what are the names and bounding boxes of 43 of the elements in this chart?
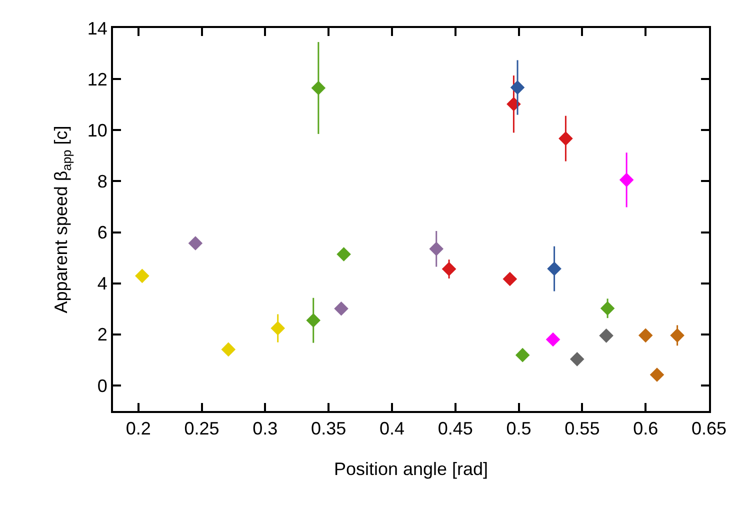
- point: [515, 348, 530, 362]
- point: [188, 236, 203, 250]
- y-tick-label: 8: [97, 172, 108, 192]
- y-tick-label: 4: [97, 274, 108, 294]
- x-tick-label: 0.2: [126, 418, 151, 439]
- x-tick-label: 0.45: [438, 418, 473, 439]
- point: [336, 247, 351, 262]
- y-tick-label: 10: [87, 120, 108, 140]
- y-tick-label: 12: [87, 69, 108, 90]
- x-tick-label: 0.4: [379, 418, 404, 439]
- x-tick-label: 0.65: [691, 418, 727, 439]
- point: [638, 328, 653, 343]
- x-tick-label: 0.5: [506, 418, 532, 439]
- point: [442, 262, 456, 276]
- point: [334, 301, 348, 316]
- y-tick-label: 14: [87, 18, 108, 38]
- x-tick-label: 0.3: [252, 418, 278, 439]
- point: [506, 96, 521, 112]
- y-tick-label: 6: [97, 222, 108, 243]
- point: [510, 80, 525, 95]
- x-tick-label: 0.55: [564, 418, 600, 439]
- x-axis-title: Position angle [rad]: [334, 459, 488, 480]
- point: [599, 328, 614, 343]
- point: [270, 321, 285, 336]
- point: [558, 131, 573, 146]
- point: [670, 328, 684, 343]
- point: [135, 268, 150, 284]
- point: [502, 272, 518, 286]
- point: [600, 301, 615, 316]
- y-tick-label: 0: [97, 376, 108, 396]
- point: [306, 313, 321, 328]
- x-tick-label: 0.6: [633, 418, 658, 439]
- point: [546, 332, 560, 347]
- point: [570, 352, 584, 366]
- point: [650, 368, 664, 382]
- point: [619, 172, 634, 188]
- point: [547, 262, 562, 276]
- y-tick-label: 2: [97, 324, 108, 345]
- point: [221, 342, 236, 357]
- point: [429, 242, 444, 256]
- point: [311, 80, 326, 96]
- x-tick-label: 0.35: [311, 418, 346, 439]
- x-tick-label: 0.25: [184, 418, 220, 439]
